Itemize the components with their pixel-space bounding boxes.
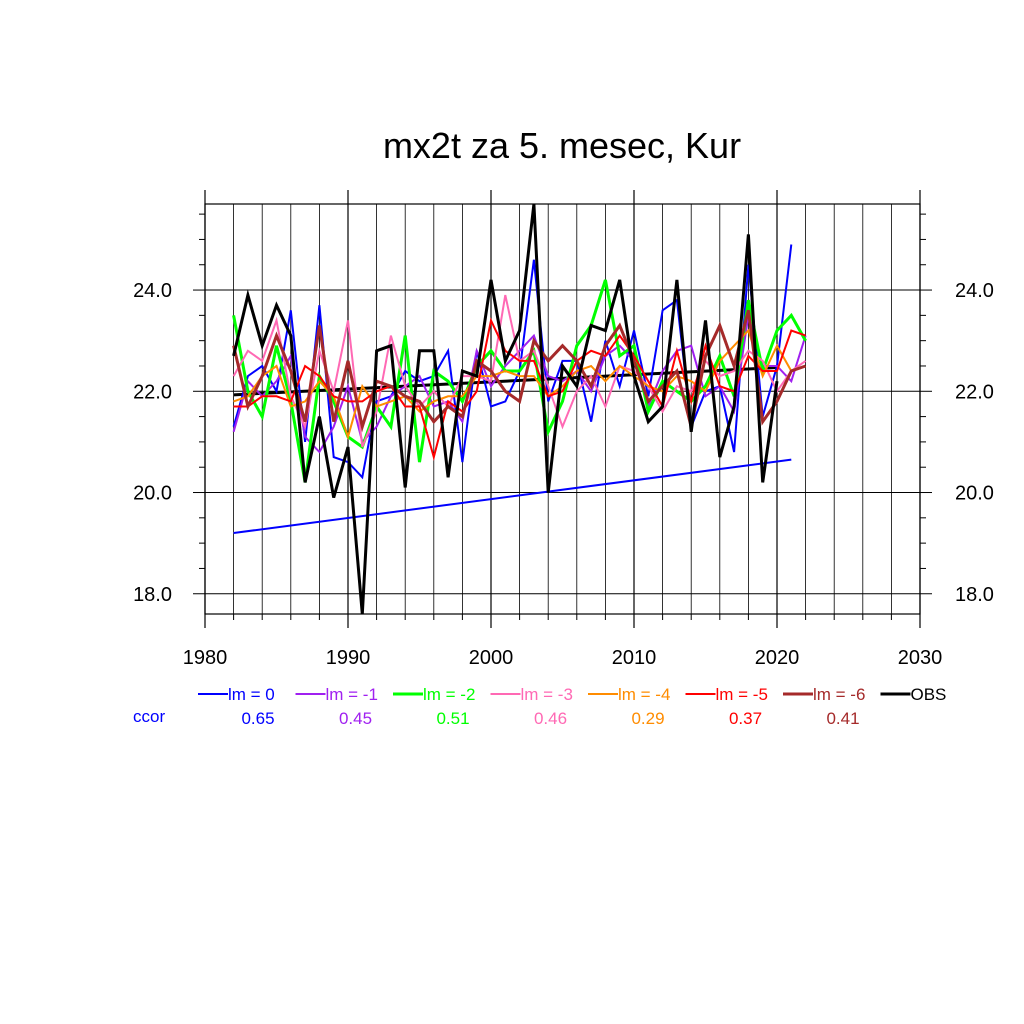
series-line-7 — [232, 203, 779, 615]
legend-ccor-value-2: 0.51 — [436, 709, 469, 728]
x-tick-label: 2030 — [898, 647, 943, 669]
y-tick-label-left: 20.0 — [133, 483, 172, 505]
plot-border — [204, 203, 921, 615]
series-lines — [232, 203, 807, 615]
x-tick-label: 2000 — [469, 647, 514, 669]
y-tick-label-left: 18.0 — [133, 584, 172, 606]
series-line-1 — [232, 315, 807, 454]
legend-ccor-value-6: 0.41 — [826, 709, 859, 728]
x-tick-label: 1980 — [183, 647, 228, 669]
x-axis-tick-labels: 1980 1990 2000 2010 2020 2030 — [183, 647, 943, 669]
x-tick-label: 2010 — [612, 647, 657, 669]
legend-ccor-value-1: 0.45 — [339, 709, 372, 728]
chart-title: mx2t za 5. mesec, Kur — [383, 125, 741, 166]
ccor-label: ccor — [133, 707, 165, 726]
plot-frame — [193, 190, 932, 628]
trend-line-0 — [233, 458, 792, 535]
y-axis-tick-labels: 18.0 18.0 20.0 20.0 22.0 22.0 24.0 24.0 — [133, 280, 994, 606]
legend-ccor-value-3: 0.46 — [534, 709, 567, 728]
legend-label-4: lm = -4 — [618, 685, 670, 704]
y-tick-label-right: 22.0 — [955, 381, 994, 403]
y-tick-label-left: 24.0 — [133, 280, 172, 302]
grid — [204, 204, 921, 614]
y-tick-label-right: 20.0 — [955, 483, 994, 505]
x-tick-label: 1990 — [326, 647, 371, 669]
legend-label-1: lm = -1 — [326, 685, 378, 704]
legend-label-3: lm = -3 — [521, 685, 573, 704]
legend-ccor-value-4: 0.29 — [631, 709, 664, 728]
legend-ccor-value-0: 0.65 — [241, 709, 274, 728]
legend: ccor lm = 0 0.65 lm = -1 0.45 lm = -2 0.51 lm … — [133, 685, 946, 728]
y-tick-label-left: 22.0 — [133, 381, 172, 403]
legend-label-0: lm = 0 — [228, 685, 275, 704]
legend-label-7: OBS — [911, 685, 947, 704]
y-tick-label-right: 18.0 — [955, 584, 994, 606]
legend-ccor-value-5: 0.37 — [729, 709, 762, 728]
legend-label-5: lm = -5 — [716, 685, 768, 704]
legend-label-6: lm = -6 — [813, 685, 865, 704]
legend-label-2: lm = -2 — [423, 685, 475, 704]
y-tick-label-right: 24.0 — [955, 280, 994, 302]
x-tick-label: 2020 — [755, 647, 800, 669]
series-line-6 — [232, 309, 807, 433]
